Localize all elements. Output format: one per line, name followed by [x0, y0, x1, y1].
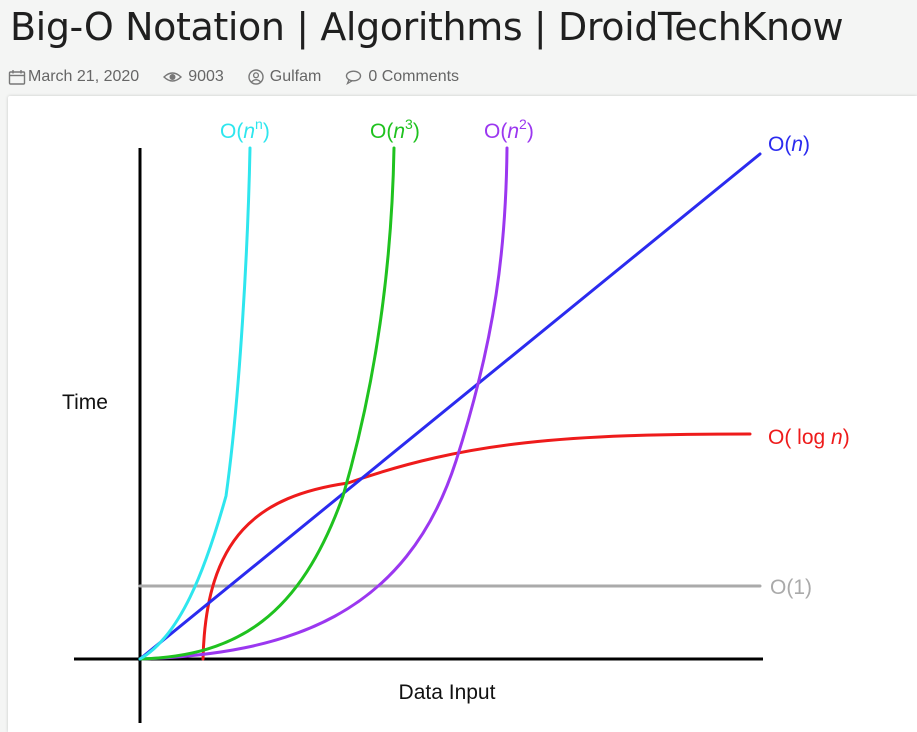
- curve-o-log-n: [201, 432, 752, 661]
- curve-label-o-n-3: O(n3): [370, 116, 420, 143]
- curve-label-group: O(nn) O(n3) O(n2) O(n) O( log n) O(1): [220, 116, 850, 599]
- post-meta-bar: March 21, 2020 9003 Gulfam 0 Commen: [8, 66, 459, 88]
- calendar-icon: [8, 69, 26, 85]
- post-author-name[interactable]: Gulfam: [269, 68, 322, 85]
- y-axis-label: Time: [62, 391, 108, 414]
- curve-label-o-n-n: O(nn): [220, 116, 270, 143]
- post-comments[interactable]: 0 Comments: [345, 68, 459, 86]
- featured-image-card: Time Data Input O(nn) O(n3) O(n2) O(n) O( lo…: [8, 96, 917, 732]
- curve-label-o-1: O(1): [770, 576, 812, 599]
- curve-label-o-log-n: O( log n): [768, 426, 850, 449]
- comment-icon: [345, 69, 362, 85]
- post-views-count: 9003: [188, 68, 224, 85]
- page-title: Big-O Notation | Algorithms | DroidTechK…: [10, 5, 844, 49]
- x-axis-label: Data Input: [399, 681, 496, 704]
- curve-label-o-n: O(n): [768, 133, 810, 156]
- curve-label-o-n-2: O(n2): [484, 116, 534, 143]
- post-views: 9003: [163, 68, 224, 86]
- curve-group: [138, 146, 762, 661]
- post-date-text: March 21, 2020: [28, 68, 140, 85]
- user-circle-icon: [248, 69, 264, 85]
- post-author[interactable]: Gulfam: [248, 68, 322, 86]
- curve-o-n-2: [138, 146, 509, 661]
- post-date: March 21, 2020: [8, 68, 139, 86]
- curve-o-n: [138, 152, 762, 661]
- curve-o-n-3: [138, 146, 396, 661]
- curve-o-n-n: [138, 146, 252, 661]
- complexity-chart: Time Data Input O(nn) O(n3) O(n2) O(n) O( lo…: [62, 116, 850, 723]
- eye-icon: [163, 70, 183, 84]
- post-comments-link[interactable]: 0 Comments: [368, 68, 460, 85]
